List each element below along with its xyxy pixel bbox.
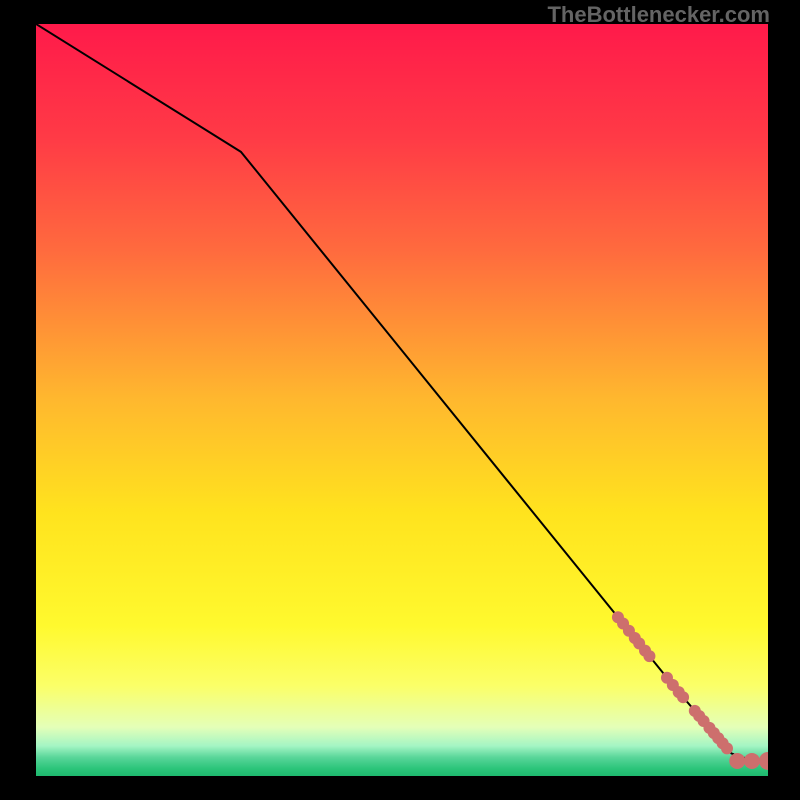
curve-line: [36, 24, 768, 761]
data-marker: [744, 753, 760, 769]
data-marker: [643, 650, 655, 662]
data-marker: [759, 752, 768, 770]
plot-area: [36, 24, 768, 776]
chart-overlay: [36, 24, 768, 776]
data-marker: [721, 742, 733, 754]
data-marker: [677, 691, 689, 703]
data-marker: [729, 753, 745, 769]
watermark-text: TheBottlenecker.com: [547, 2, 770, 28]
markers-group: [612, 611, 768, 770]
